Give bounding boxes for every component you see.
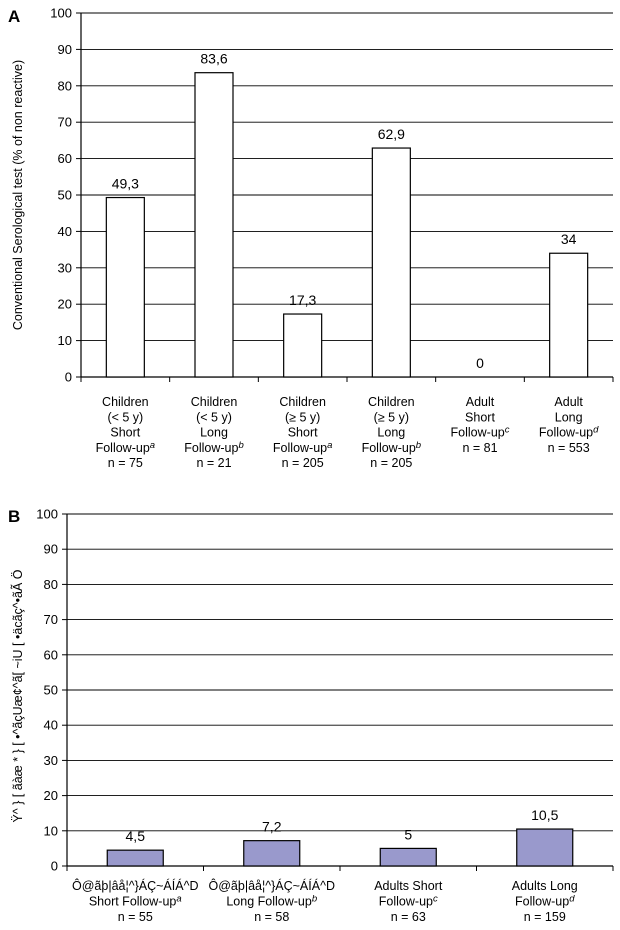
y-tick-label: 20 <box>44 788 58 803</box>
category-label: Follow-upb <box>184 440 243 455</box>
category-label: Children <box>279 395 326 409</box>
y-tick-label: 100 <box>50 6 72 21</box>
panel-b: B 0 10 20 30 40 50 60 70 80 90 100 4,5 7,2 5 10,5 Ô@ã… <box>8 507 614 924</box>
category-label: Children <box>368 395 415 409</box>
category-label: Follow-upd <box>515 894 575 909</box>
category-label: Follow-upd <box>539 425 599 440</box>
category-label: n = 21 <box>196 456 231 470</box>
y-tick-label: 0 <box>65 370 72 385</box>
y-tick-label: 40 <box>44 718 58 733</box>
value-label: 7,2 <box>262 819 282 835</box>
category-label: n = 58 <box>254 910 289 924</box>
panel-a-grid <box>81 12 613 342</box>
panel-b-bars <box>106 828 574 867</box>
category-label: (≥ 5 y) <box>285 410 320 424</box>
category-label: Adult <box>466 395 495 409</box>
category-label: n = 159 <box>524 910 566 924</box>
category-label: (< 5 y) <box>196 410 232 424</box>
bar <box>105 196 145 378</box>
category-label: Long Follow-upb <box>226 894 317 909</box>
y-tick-label: 10 <box>58 333 72 348</box>
bar <box>516 828 574 867</box>
value-label: 34 <box>561 231 577 247</box>
panel-a-bars <box>105 72 589 378</box>
panel-b-letter: B <box>8 507 20 526</box>
panel-a-value-labels: 49,3 83,6 17,3 62,9 0 34 <box>112 51 577 371</box>
bar <box>549 252 589 378</box>
category-label: n = 75 <box>108 456 143 470</box>
panel-a: A 0 10 20 30 40 50 60 70 80 90 100 49,3 83,6 17,3 62,… <box>8 6 614 470</box>
value-label: 49,3 <box>112 176 139 192</box>
value-label: 5 <box>404 826 412 842</box>
category-label: (< 5 y) <box>107 410 143 424</box>
category-label: Follow-upc <box>451 425 510 440</box>
y-tick-label: 20 <box>58 297 72 312</box>
category-label: Adult <box>554 395 583 409</box>
panel-b-grid <box>67 513 613 832</box>
bar <box>194 72 234 378</box>
value-label: 62,9 <box>378 126 405 142</box>
category-label: Short <box>288 426 318 440</box>
y-tick-label: 70 <box>58 115 72 130</box>
y-tick-label: 40 <box>58 224 72 239</box>
panel-b-y-axis-label: Ÿ^ } [ ãàæ * } [ •^ãçUæ¢^ã[ ~iU [ •äcãç^… <box>11 569 25 822</box>
category-label: n = 81 <box>462 441 497 455</box>
category-label: Long <box>555 410 583 424</box>
category-label: Adults Long <box>512 879 578 893</box>
value-label: 10,5 <box>531 807 558 823</box>
category-label: Follow-upb <box>362 440 421 455</box>
category-label: Ô@ãþ|âå¦^}ÁÇ~ÁÍÁ^D <box>72 878 198 893</box>
bar <box>379 847 437 867</box>
category-label: Short <box>110 426 140 440</box>
y-tick-label: 10 <box>44 823 58 838</box>
y-tick-label: 70 <box>44 612 58 627</box>
y-tick-label: 50 <box>44 683 58 698</box>
bar <box>106 849 164 867</box>
y-tick-label: 80 <box>44 577 58 592</box>
category-label: Long <box>377 426 405 440</box>
y-tick-label: 80 <box>58 78 72 93</box>
bar <box>243 840 301 867</box>
category-label: Children <box>102 395 149 409</box>
category-label: Follow-upa <box>96 440 155 455</box>
y-tick-label: 50 <box>58 188 72 203</box>
bar <box>283 313 323 378</box>
panel-a-letter: A <box>8 7 20 26</box>
category-label: Children <box>191 395 238 409</box>
category-label: Ô@ãþ|âå¦^}ÁÇ~ÁÍÁ^D <box>209 878 335 893</box>
panel-a-y-axis-label: Conventional Serological test (% of non … <box>11 60 25 330</box>
y-tick-label: 60 <box>44 647 58 662</box>
value-label: 17,3 <box>289 292 316 308</box>
category-label: Short <box>465 410 495 424</box>
category-label: n = 205 <box>370 456 412 470</box>
y-tick-label: 100 <box>36 507 58 522</box>
category-label: Short Follow-upa <box>89 894 182 909</box>
y-tick-label: 90 <box>44 542 58 557</box>
category-label: Adults Short <box>374 879 443 893</box>
bar <box>371 147 411 378</box>
category-label: Long <box>200 426 228 440</box>
y-tick-label: 30 <box>44 753 58 768</box>
y-tick-label: 30 <box>58 260 72 275</box>
category-label: n = 55 <box>118 910 153 924</box>
panel-b-value-labels: 4,5 7,2 5 10,5 <box>126 807 559 844</box>
category-label: n = 205 <box>282 456 324 470</box>
panel-a-axes: 0 10 20 30 40 50 60 70 80 90 100 <box>50 6 614 385</box>
value-label: 83,6 <box>200 51 227 67</box>
category-label: Follow-upc <box>379 894 438 909</box>
y-tick-label: 0 <box>51 859 58 874</box>
value-label: 0 <box>476 355 484 371</box>
y-tick-label: 60 <box>58 151 72 166</box>
category-label: n = 63 <box>391 910 426 924</box>
category-label: n = 553 <box>548 441 590 455</box>
category-label: (≥ 5 y) <box>374 410 409 424</box>
value-label: 4,5 <box>126 828 146 844</box>
category-label: Follow-upa <box>273 440 332 455</box>
y-tick-label: 90 <box>58 42 72 57</box>
